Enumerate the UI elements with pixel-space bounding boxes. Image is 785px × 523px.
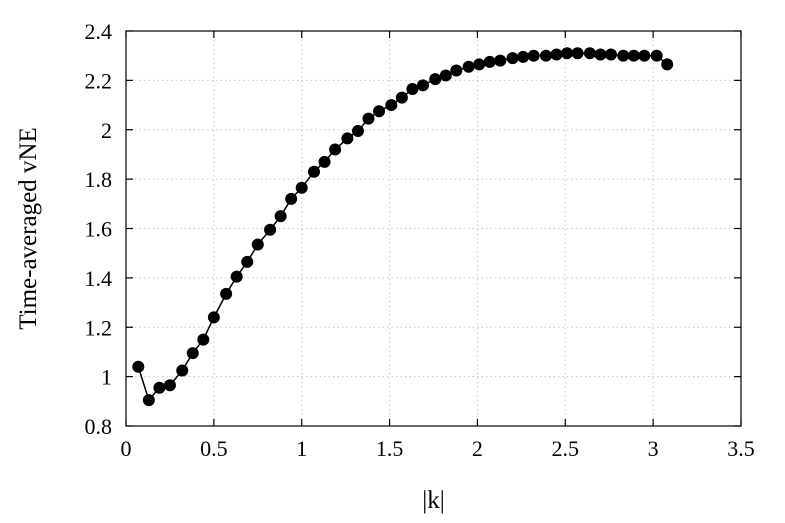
data-point <box>142 394 155 407</box>
data-point <box>583 47 596 60</box>
data-point <box>571 47 584 60</box>
tick-marks <box>125 30 742 427</box>
y-tick-label: 1.4 <box>85 266 113 291</box>
data-point <box>153 381 166 394</box>
data-point <box>251 238 264 251</box>
data-point <box>329 143 342 156</box>
data-point <box>517 50 530 63</box>
data-point <box>274 210 287 223</box>
data-point <box>351 124 364 137</box>
data-point <box>650 49 663 62</box>
y-axis-title: Time-averaged vNE <box>15 127 42 330</box>
data-point <box>439 69 452 82</box>
data-point <box>373 105 386 118</box>
data-point <box>264 223 277 236</box>
y-tick-label: 2.4 <box>85 19 113 44</box>
data-point <box>416 79 429 92</box>
data-point <box>539 49 552 62</box>
x-tick-labels: 0 0.5 1 1.5 2 2.5 3 3.5 <box>121 436 755 461</box>
data-point <box>506 52 519 65</box>
y-tick-label: 1.8 <box>85 167 113 192</box>
data-point <box>362 112 375 125</box>
data-point <box>483 55 496 68</box>
data-point <box>207 311 220 324</box>
data-point <box>550 48 563 61</box>
data-point <box>197 333 210 346</box>
data-point <box>308 165 321 178</box>
x-tick-label: 2 <box>472 436 483 461</box>
series-line <box>137 52 668 402</box>
data-point <box>132 360 145 373</box>
y-tick-label: 2.2 <box>85 68 113 93</box>
data-point <box>176 364 189 377</box>
data-point <box>617 49 630 62</box>
x-tick-label: 2.5 <box>552 436 580 461</box>
data-point <box>627 49 640 62</box>
y-tick-label: 1.6 <box>85 217 113 242</box>
y-tick-label: 1.2 <box>85 315 113 340</box>
data-point <box>295 181 308 194</box>
series-group <box>132 47 674 407</box>
data-point <box>285 192 298 205</box>
data-point <box>638 49 651 62</box>
data-point <box>186 347 199 360</box>
data-point <box>163 379 176 392</box>
data-point <box>661 58 674 71</box>
y-tick-labels: 0.8 1 1.2 1.4 1.6 1.8 2 2.2 2.4 <box>85 19 113 439</box>
x-tick-label: 0 <box>121 436 132 461</box>
data-point <box>473 58 486 71</box>
data-point <box>429 73 442 86</box>
x-tick-label: 0.5 <box>200 436 228 461</box>
data-point <box>462 60 475 73</box>
x-tick-label: 3 <box>648 436 659 461</box>
data-point <box>450 64 463 77</box>
y-tick-label: 2 <box>101 118 112 143</box>
data-point <box>385 99 398 112</box>
data-point <box>318 155 331 168</box>
data-point <box>395 91 408 104</box>
x-tick-label: 1.5 <box>376 436 404 461</box>
y-tick-label: 1 <box>101 365 112 390</box>
data-point <box>494 54 507 67</box>
data-point <box>561 47 574 60</box>
data-point <box>341 132 354 145</box>
x-tick-label: 3.5 <box>727 436 755 461</box>
data-point <box>604 48 617 61</box>
y-tick-label: 0.8 <box>85 414 113 439</box>
x-tick-label: 1 <box>296 436 307 461</box>
data-point <box>220 287 233 300</box>
data-point <box>594 48 607 61</box>
data-point <box>527 49 540 62</box>
data-point <box>230 270 243 283</box>
x-axis-title: |k| <box>422 487 445 514</box>
data-point <box>241 255 254 268</box>
grid-lines <box>126 31 741 426</box>
data-point <box>406 83 419 96</box>
